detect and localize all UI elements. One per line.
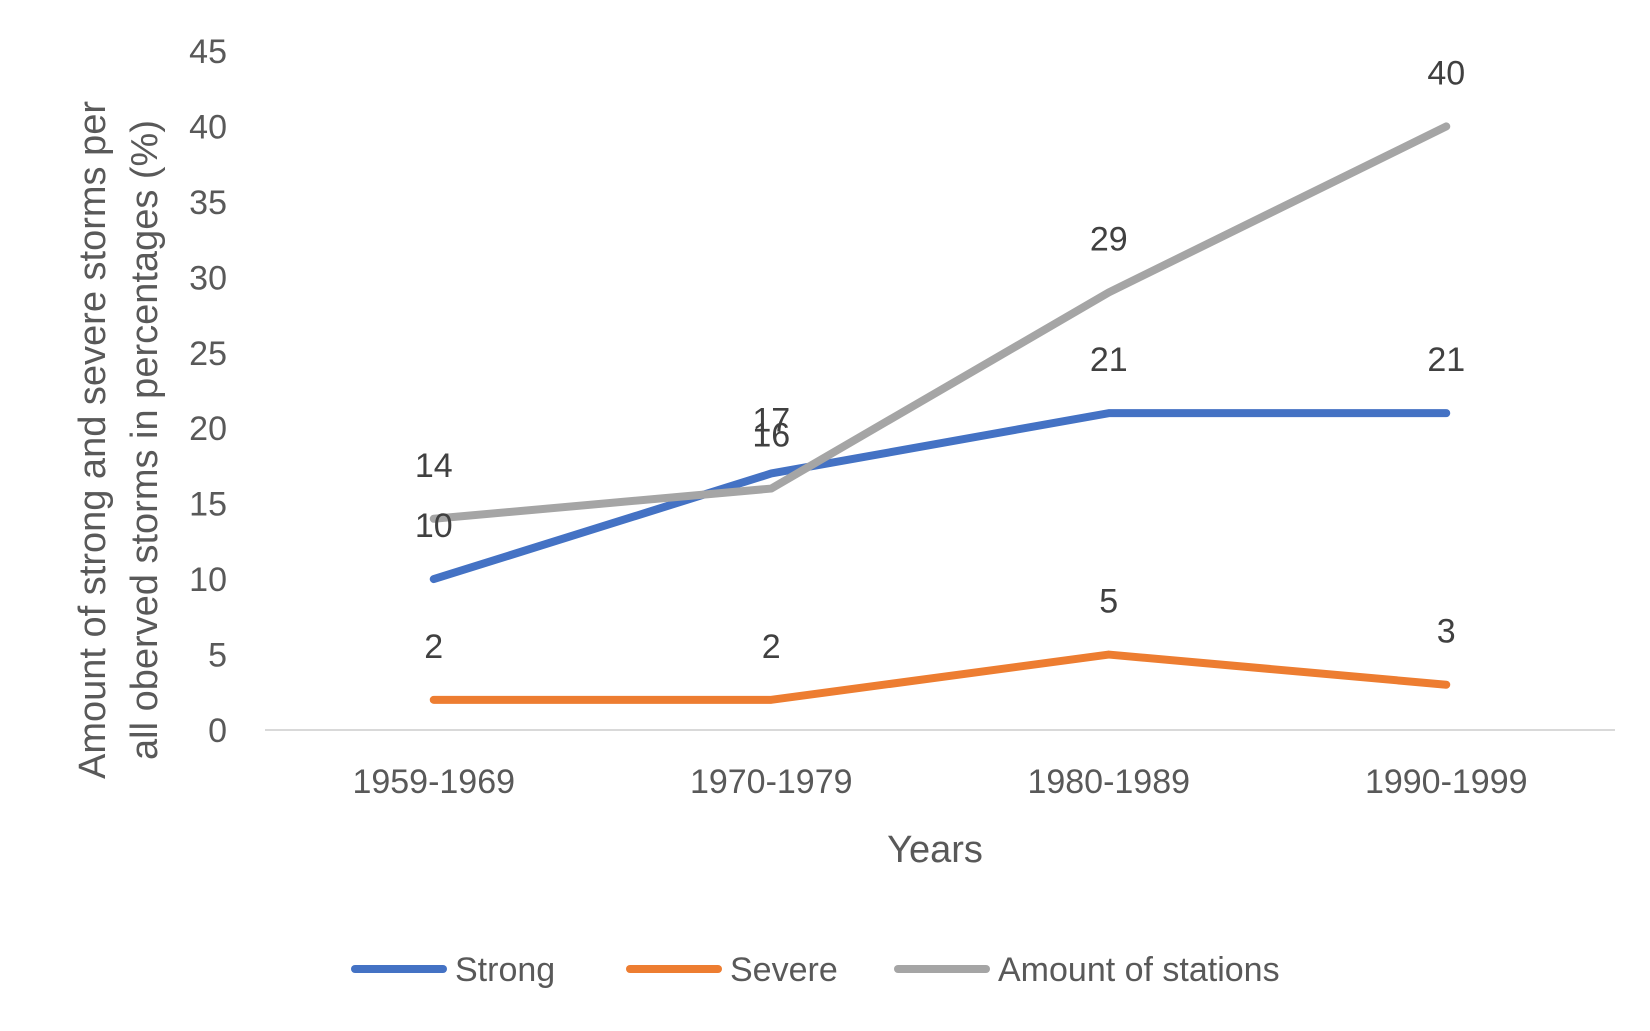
data-label: 2	[762, 628, 781, 666]
data-label: 5	[1099, 583, 1118, 621]
data-label: 3	[1437, 613, 1456, 651]
data-label: 21	[1090, 341, 1128, 379]
y-tick-label: 30	[189, 259, 227, 297]
data-labels: 10 17 21 21 2 2 5 3 14 16 29 40	[415, 54, 1465, 665]
series-line-strong	[429, 409, 1451, 584]
legend-label: Severe	[730, 951, 838, 989]
series-line-severe	[429, 650, 1451, 704]
x-tick-label: 1959-1969	[352, 763, 515, 801]
y-tick-label: 25	[189, 335, 227, 373]
y-axis-title: Amount of strong and severe storms per a…	[72, 101, 166, 779]
data-label: 2	[424, 628, 443, 666]
x-axis-ticks: 1959-1969 1970-1979 1980-1989 1990-1999	[352, 763, 1527, 801]
legend-label: Strong	[455, 951, 555, 989]
y-tick-label: 5	[208, 637, 227, 675]
x-tick-label: 1990-1999	[1365, 763, 1528, 801]
y-tick-label: 40	[189, 108, 227, 146]
y-tick-label: 45	[189, 33, 227, 71]
y-axis-ticks: 0 5 10 15 20 25 30 35 40 45	[189, 33, 227, 750]
data-label: 21	[1427, 341, 1465, 379]
y-tick-label: 15	[189, 486, 227, 524]
data-label: 14	[415, 447, 453, 485]
y-axis-title-line-2: all oberved storms in percentages (%)	[124, 120, 166, 760]
x-tick-label: 1970-1979	[690, 763, 853, 801]
x-axis-title: Years	[887, 829, 983, 871]
y-tick-label: 0	[208, 712, 227, 750]
data-label: 16	[752, 417, 790, 455]
legend-label: Amount of stations	[998, 951, 1280, 989]
data-label: 29	[1090, 220, 1128, 258]
y-tick-label: 20	[189, 410, 227, 448]
data-label: 17	[752, 401, 790, 439]
data-label: 10	[415, 507, 453, 545]
legend: Strong Severe Amount of stations	[351, 951, 1280, 989]
y-tick-label: 35	[189, 184, 227, 222]
series-line-amount-of-stations	[429, 122, 1451, 523]
y-axis-title-line-1: Amount of strong and severe storms per	[72, 101, 114, 779]
data-label: 40	[1427, 54, 1465, 92]
series-lines	[429, 122, 1451, 704]
y-tick-label: 10	[189, 561, 227, 599]
x-tick-label: 1980-1989	[1027, 763, 1190, 801]
